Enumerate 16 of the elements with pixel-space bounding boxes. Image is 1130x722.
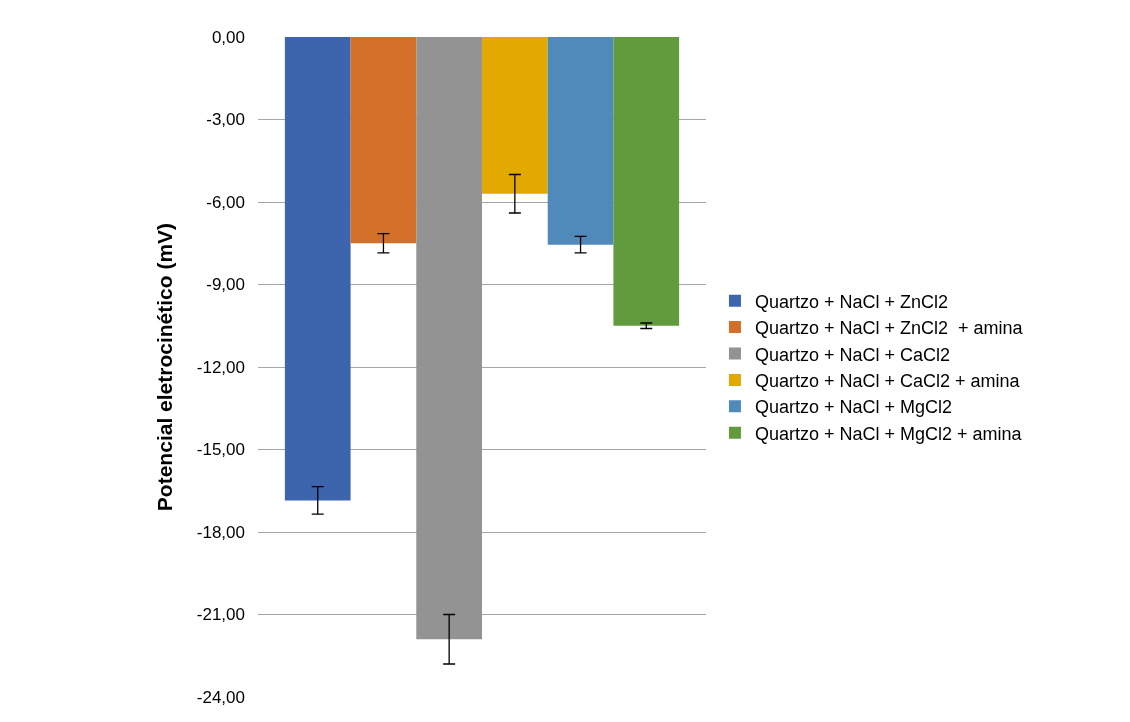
legend-label: Quartzo + NaCl + ZnCl2 + amina (754, 318, 1024, 339)
y-tick-label: -24,00 (196, 687, 245, 707)
y-tick-label: -15,00 (196, 440, 245, 460)
y-tick-label: -6,00 (206, 192, 245, 212)
legend-label: Quartzo + NaCl + MgCl2 + amina (754, 423, 1023, 444)
y-tick-label: -3,00 (206, 110, 245, 130)
y-tick-label: -12,00 (196, 357, 245, 377)
legend-label: Quartzo + NaCl + ZnCl2 (754, 291, 949, 312)
legend-label: Quartzo + NaCl + CaCl2 (754, 344, 951, 365)
y-axis-title: Potencial eletrocinético (mV) (152, 222, 176, 512)
y-tick-label: -21,00 (196, 605, 245, 625)
y-tick-label: -18,00 (196, 522, 245, 542)
legend-label: Quartzo + NaCl + CaCl2 + amina (754, 370, 1021, 391)
legend-label: Quartzo + NaCl + MgCl2 (754, 397, 953, 418)
y-tick-label: 0,00 (211, 27, 245, 47)
y-tick-label: -9,00 (206, 275, 245, 295)
